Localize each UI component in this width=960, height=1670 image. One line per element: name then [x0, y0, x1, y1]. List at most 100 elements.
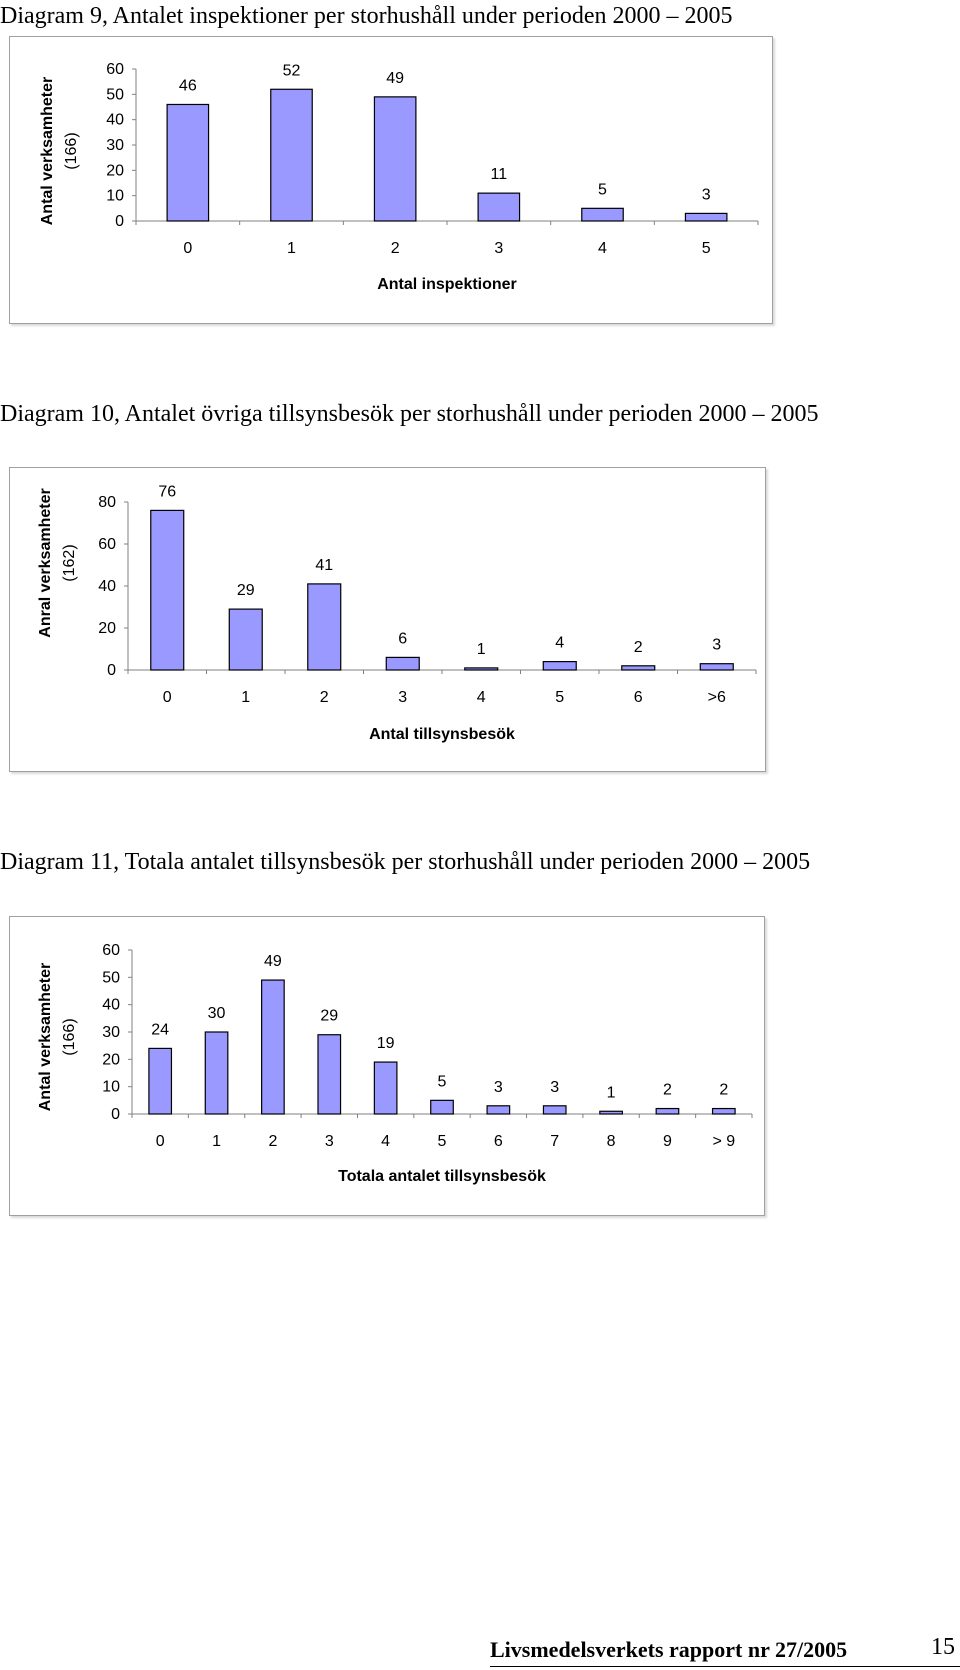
y-tick-label: 0: [107, 662, 116, 679]
x-tick-label: 1: [212, 1133, 221, 1150]
bar: [307, 583, 342, 671]
y-tick-label: 0: [111, 1106, 120, 1123]
page-number: 15: [931, 1634, 955, 1660]
data-label: 41: [315, 557, 333, 574]
bar: [317, 1034, 342, 1115]
diagram-10-chart: 0 20 40 60 80 76 0 29 1 41 2 6 3 1 4 4 5 2 6 3 >6 Antal tills…: [37, 483, 757, 743]
bar: [150, 509, 185, 671]
y-tick-label: 10: [106, 188, 124, 205]
x-tick-label: 3: [398, 689, 407, 706]
y-tick-label: 60: [106, 61, 124, 78]
data-label: 29: [320, 1008, 338, 1025]
x-tick-label: 2: [268, 1133, 277, 1150]
bar: [542, 1105, 567, 1115]
data-label: 2: [663, 1082, 672, 1099]
data-label: 2: [719, 1082, 728, 1099]
bar: [148, 1047, 173, 1115]
data-label: 1: [477, 641, 486, 658]
y-tick-label: 50: [102, 969, 120, 986]
bar: [228, 608, 263, 671]
bar: [166, 103, 210, 222]
y-tick-label: 20: [106, 162, 124, 179]
x-tick-label: 6: [634, 689, 643, 706]
data-label: 46: [179, 77, 197, 94]
data-label: 3: [550, 1079, 559, 1096]
x-tick-label: 4: [477, 689, 486, 706]
y-tick-label: 60: [98, 536, 116, 553]
bar: [581, 207, 624, 222]
x-tick-label: 2: [391, 240, 400, 257]
x-tick-label: 1: [287, 240, 296, 257]
data-label: 3: [712, 637, 721, 654]
y-axis-label-count: (166): [63, 132, 80, 169]
data-label: 29: [237, 582, 255, 599]
footer-rule: [490, 1666, 960, 1667]
diagram-9-frame: 0 10 20 30 40 50 60 46 0 52 1 49 2 11 3 5 4 3 5 Antal inspe…: [9, 36, 773, 324]
data-label: 6: [398, 630, 407, 647]
data-label: 52: [283, 62, 301, 79]
x-tick-label: 0: [163, 689, 172, 706]
y-axis-label: Anral verksamheter: [37, 488, 54, 637]
data-label: 3: [702, 186, 711, 203]
y-tick-label: 20: [102, 1051, 120, 1068]
x-tick-label: 0: [183, 240, 192, 257]
y-tick-label: 10: [102, 1079, 120, 1096]
bar: [621, 665, 656, 671]
bar: [699, 663, 734, 671]
data-label: 5: [598, 181, 607, 198]
bar: [373, 1061, 398, 1115]
y-tick-label: 40: [98, 578, 116, 595]
data-label: 11: [491, 166, 508, 183]
x-axis-label: Totala antalet tillsynsbesök: [338, 1168, 546, 1185]
bar: [204, 1031, 229, 1115]
x-tick-label: 4: [381, 1133, 390, 1150]
x-tick-label: 5: [438, 1133, 447, 1150]
x-tick-label: > 9: [712, 1133, 735, 1150]
bar: [477, 192, 521, 222]
y-tick-label: 40: [102, 997, 120, 1014]
x-tick-label: 5: [702, 240, 711, 257]
data-label: 5: [438, 1073, 447, 1090]
bar: [261, 979, 285, 1115]
bar: [655, 1107, 680, 1115]
bar: [270, 88, 313, 222]
diagram-11-caption: Diagram 11, Totala antalet tillsynsbesök…: [0, 849, 811, 875]
y-axis-label-count: (162): [61, 544, 78, 581]
x-axis-label: Antal tillsynsbesök: [369, 726, 515, 743]
data-label: 49: [264, 953, 282, 970]
y-tick-label: 60: [102, 942, 120, 959]
data-label: 49: [386, 70, 404, 87]
y-tick-label: 30: [106, 137, 124, 154]
y-tick-label: 0: [115, 213, 124, 230]
y-tick-label: 40: [106, 112, 124, 129]
x-axis-label: Antal inspektioner: [377, 276, 517, 293]
data-label: 19: [377, 1035, 395, 1052]
x-tick-label: 0: [156, 1133, 165, 1150]
diagram-11-frame: 0 10 20 30 40 50 60 24 0 30 1 49 2 29 3 19 4 5 5 3 6 3 7 1 8 2 9 2 >…: [9, 916, 765, 1216]
x-tick-label: 1: [241, 689, 250, 706]
data-label: 4: [555, 635, 564, 652]
y-tick-label: 80: [98, 494, 116, 511]
diagram-11-chart: 010203040506024030149229319455363718292>…: [37, 942, 753, 1185]
bar: [464, 667, 499, 671]
x-tick-label: >6: [708, 689, 726, 706]
data-label: 30: [208, 1005, 226, 1022]
y-tick-label: 30: [102, 1024, 120, 1041]
x-tick-label: 8: [607, 1133, 616, 1150]
y-axis-label: Antal verksamheter: [39, 77, 56, 226]
x-tick-label: 4: [598, 240, 607, 257]
data-label: 24: [151, 1021, 169, 1038]
x-tick-label: 3: [325, 1133, 334, 1150]
x-tick-label: 6: [494, 1133, 503, 1150]
report-title: Livsmedelsverkets rapport nr 27/2005: [490, 1637, 848, 1662]
x-tick-label: 3: [494, 240, 503, 257]
x-tick-label: 5: [555, 689, 564, 706]
x-tick-label: 7: [550, 1133, 559, 1150]
diagram-10-frame: 0 20 40 60 80 76 0 29 1 41 2 6 3 1 4 4 5 2 6 3 >6 Antal tills…: [9, 467, 766, 772]
bar: [599, 1110, 623, 1115]
bar: [373, 96, 417, 222]
diagram-9-chart: 0 10 20 30 40 50 60 46 0 52 1 49 2 11 3 5 4 3 5 Antal inspe…: [39, 61, 759, 293]
data-label: 2: [634, 639, 643, 656]
diagram-10-caption: Diagram 10, Antalet övriga tillsynsbesök…: [0, 401, 819, 427]
bar: [486, 1105, 511, 1115]
